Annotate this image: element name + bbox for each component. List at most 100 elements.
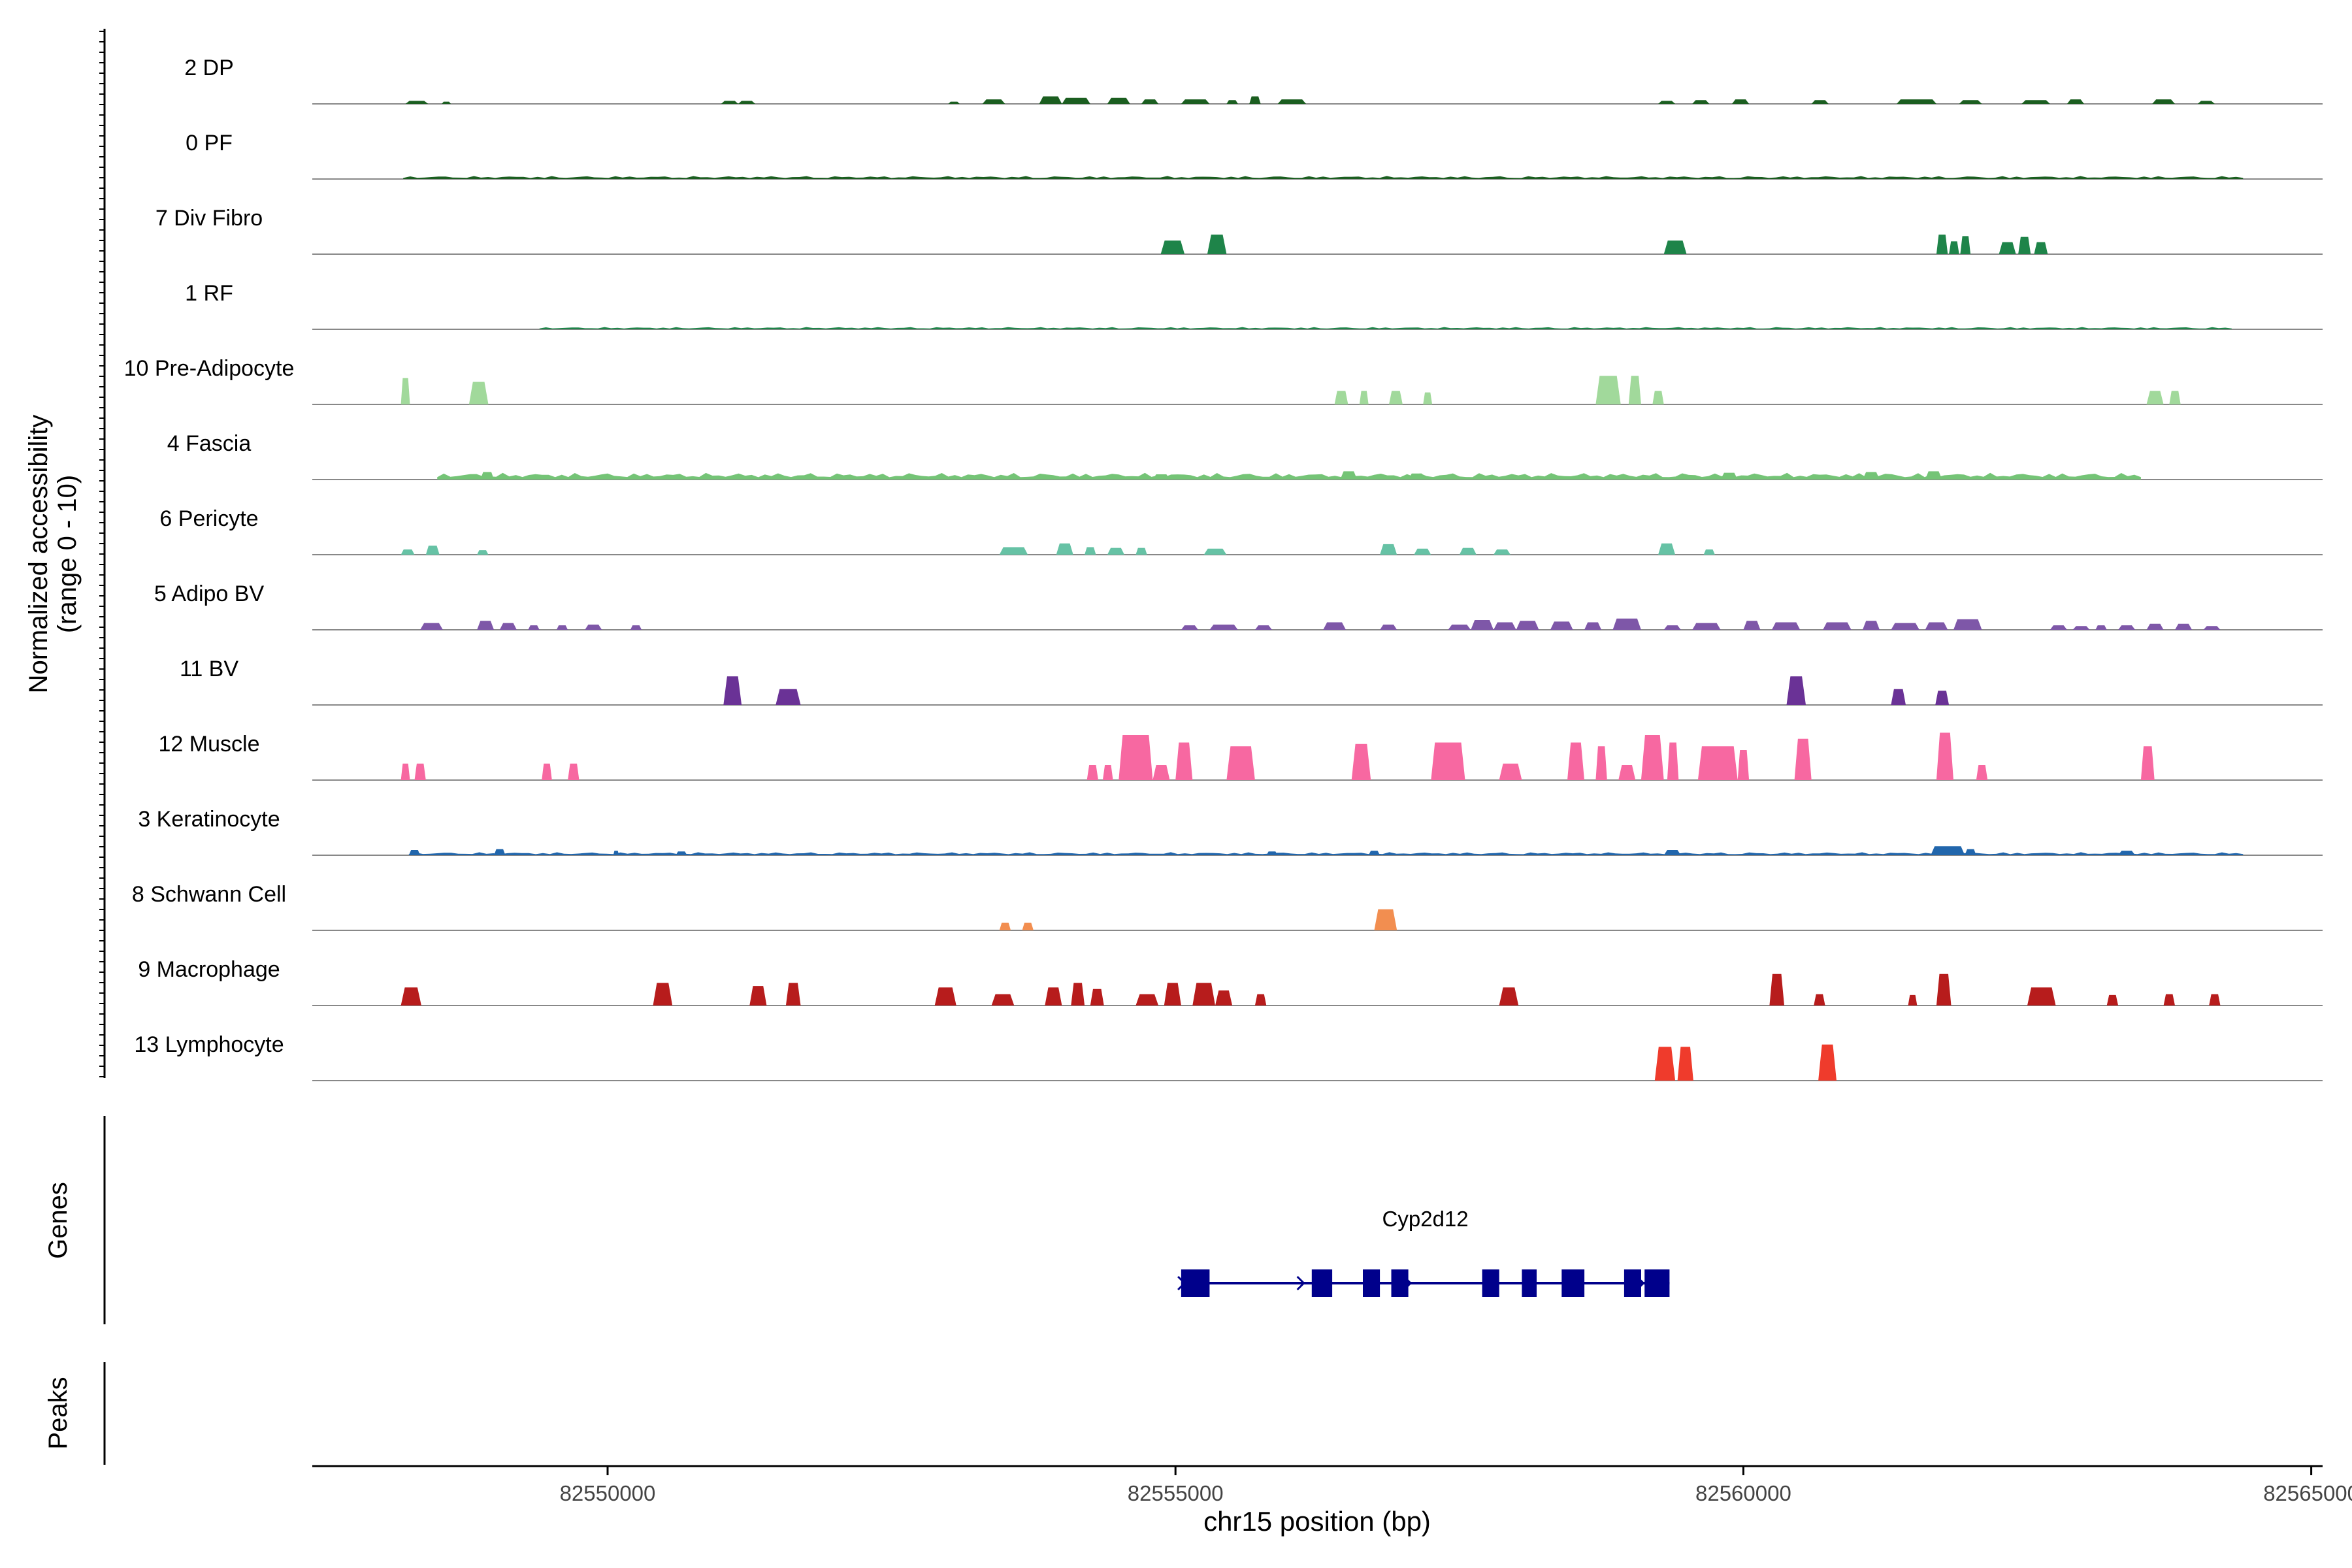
coverage-peak	[1823, 622, 1852, 630]
coverage-peak	[1667, 742, 1679, 780]
coverage-peak	[1743, 621, 1761, 630]
coverage-peak	[2095, 625, 2107, 630]
coverage-peak	[723, 676, 742, 705]
coverage-peak	[1618, 765, 1636, 780]
coverage-peak	[1494, 549, 1511, 555]
coverage-peak	[1209, 625, 1238, 630]
track-label: 3 Keratinocyte	[138, 807, 280, 832]
coverage-peak	[1720, 472, 1738, 480]
coverage-peak	[2146, 623, 2164, 630]
coverage-peak	[1459, 547, 1477, 555]
coverage-peak	[1658, 543, 1676, 555]
coverage-peak	[676, 851, 687, 855]
coverage-peak	[1408, 473, 1426, 480]
coverage-peak	[1203, 548, 1227, 555]
coverage-peak	[1936, 973, 1952, 1005]
track-3-keratinocyte: 3 Keratinocyte	[138, 807, 2323, 856]
coverage-peak	[2163, 994, 2175, 1005]
coverage-peak	[776, 689, 801, 705]
coverage-peak	[542, 763, 552, 780]
coverage-peak	[1584, 622, 1602, 630]
coverage-peak	[1226, 100, 1238, 104]
coverage-peak	[1663, 240, 1687, 254]
coverage-peak	[1277, 99, 1307, 104]
gene-exon	[1482, 1269, 1499, 1297]
coverage-peak	[1022, 923, 1034, 930]
track-label: 13 Lymphocyte	[134, 1032, 284, 1057]
coverage-peak	[2072, 626, 2090, 630]
coverage-peak	[2050, 625, 2067, 630]
coverage-area	[403, 176, 2244, 179]
track-7-div-fibro: 7 Div Fibro	[155, 206, 2323, 255]
coverage-peak	[1663, 850, 1681, 855]
coverage-peak	[1925, 622, 1948, 630]
coverage-peak	[477, 621, 495, 630]
coverage-peak	[2203, 626, 2221, 630]
coverage-peak	[1499, 987, 1519, 1005]
coverage-peak	[2197, 101, 2215, 104]
gene-strand-arrow	[1403, 1275, 1413, 1291]
coverage-peak	[480, 472, 495, 480]
coverage-peak	[1663, 625, 1681, 630]
track-2-dp: 2 DP	[184, 56, 2323, 105]
coverage-peak	[1769, 973, 1784, 1005]
coverage-peak	[785, 983, 801, 1005]
coverage-peak	[1448, 625, 1471, 630]
x-tick-label: 82560000	[1695, 1481, 1791, 1505]
coverage-peak	[1414, 548, 1431, 555]
coverage-peak	[1732, 99, 1750, 104]
coverage-peak	[2018, 237, 2031, 254]
coverage-peak	[2021, 100, 2050, 104]
coverage-peak	[1595, 746, 1607, 780]
coverage-peak	[1499, 763, 1522, 780]
coverage-peak	[2169, 391, 2181, 404]
track-label: 8 Schwann Cell	[132, 882, 286, 907]
coverage-peak	[1949, 241, 1959, 254]
x-tick-label: 82550000	[560, 1481, 656, 1505]
coverage-peak	[425, 546, 440, 555]
genes-panel-label: Genes	[44, 1182, 73, 1259]
gene-exon	[1561, 1269, 1585, 1297]
coverage-peak	[468, 382, 489, 404]
coverage-peak	[405, 101, 429, 104]
coverage-peak	[585, 625, 602, 630]
coverage-peak	[1266, 851, 1278, 855]
track-label: 11 BV	[180, 657, 238, 681]
coverage-peak	[528, 625, 540, 630]
coverage-peak	[999, 923, 1011, 930]
coverage-peak	[934, 987, 956, 1005]
coverage-peak	[1249, 96, 1261, 104]
peaks-panel-label: Peaks	[44, 1377, 73, 1449]
coverage-peak	[1380, 625, 1397, 630]
coverage-peak	[400, 763, 410, 780]
coverage-peak	[1516, 621, 1539, 630]
gene-exon	[1311, 1269, 1333, 1297]
coverage-tracks: 2 DP 0 PF 7 Div Fibro 1 RF 10 Pre-Adipocyte 4…	[124, 56, 2323, 1081]
coverage-peak	[1862, 472, 1880, 480]
coverage-peak	[1119, 735, 1153, 780]
gene-strand-arrow	[1296, 1275, 1305, 1291]
coverage-peak	[2027, 987, 2056, 1005]
coverage-peak	[1039, 96, 1062, 104]
track-1-rf: 1 RF	[185, 281, 2323, 330]
coverage-peak	[1897, 99, 1936, 104]
coverage-peak	[1323, 622, 1346, 630]
coverage-peak	[749, 986, 767, 1005]
coverage-peak	[1786, 676, 1806, 705]
coverage-peak	[1181, 99, 1210, 104]
coverage-peak	[2175, 623, 2193, 630]
coverage-peak	[1107, 97, 1130, 104]
coverage-peak	[2140, 746, 2155, 780]
coverage-peak	[1380, 544, 1397, 555]
coverage-peak	[1226, 746, 1255, 780]
track-10-pre-adipocyte: 10 Pre-Adipocyte	[124, 356, 2323, 405]
coverage-peak	[1654, 1047, 1676, 1081]
coverage-peak	[1056, 543, 1073, 555]
coverage-peak	[1931, 846, 1965, 855]
coverage-peak	[1340, 471, 1358, 480]
coverage-peak	[1550, 621, 1573, 630]
track-label: 1 RF	[185, 281, 233, 306]
coverage-peak	[1814, 994, 1825, 1005]
track-8-schwann-cell: 8 Schwann Cell	[132, 882, 2323, 931]
